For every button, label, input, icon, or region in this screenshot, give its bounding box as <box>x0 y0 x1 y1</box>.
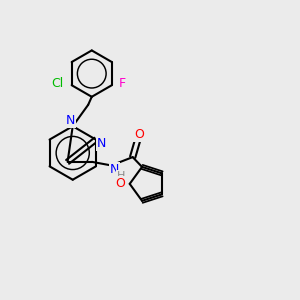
Text: N: N <box>110 164 119 176</box>
Text: N: N <box>66 114 75 128</box>
Text: F: F <box>118 77 125 90</box>
Text: Cl: Cl <box>51 77 63 90</box>
Text: H: H <box>117 171 125 181</box>
Text: O: O <box>116 177 125 190</box>
Text: N: N <box>97 137 106 150</box>
Text: O: O <box>134 128 144 141</box>
